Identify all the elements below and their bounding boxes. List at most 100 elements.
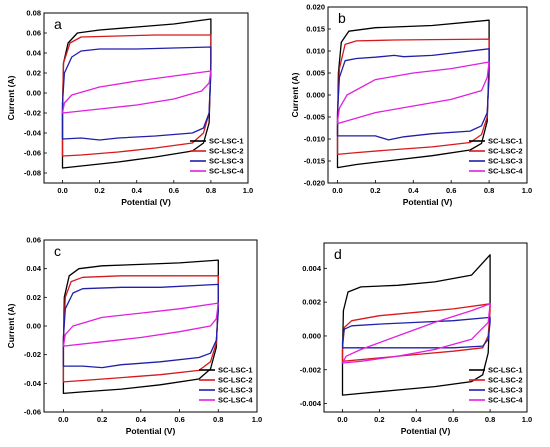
x-tick-label: 0.2 [97, 415, 107, 424]
x-tick-label: 0.8 [485, 415, 495, 424]
y-axis-title: Current (A) [6, 75, 16, 120]
y-tick-label: -0.015 [304, 157, 325, 166]
x-tick-label: 0.6 [169, 186, 179, 195]
y-tick-label: -0.02 [24, 109, 41, 118]
x-tick-label: 0.6 [174, 415, 184, 424]
panel-label: d [334, 246, 342, 262]
legend-label: SC-LSC-4 [488, 396, 523, 405]
x-tick-label: 0.8 [213, 415, 223, 424]
x-tick-label: 1.0 [522, 415, 532, 424]
x-axis-title: Potential (V) [121, 197, 171, 207]
y-tick-label: 0.005 [306, 69, 325, 78]
series-curve-sc-lsc-4 [62, 302, 219, 347]
y-tick-label: 0.02 [26, 293, 41, 302]
plot-frame [43, 12, 249, 184]
x-tick-label: 1.0 [243, 186, 253, 195]
x-tick-label: 0.0 [337, 415, 347, 424]
y-tick-label: -0.010 [304, 135, 325, 144]
y-tick-label: -0.06 [24, 149, 41, 158]
x-tick-label: 0.6 [446, 186, 456, 195]
chart-panel-c: 0.0 0.2 0.4 0.6 0.8 1.0 0.06 0.04 0.02 0.00 -0.02 -… [6, 236, 262, 437]
legend-label: SC-LSC-2 [209, 147, 244, 156]
legend-label: SC-LSC-4 [209, 167, 244, 176]
series-curve-sc-lsc-4 [336, 61, 490, 125]
chart-panel-a: 0.0 0.2 0.4 0.6 0.8 1.0 0.08 0.06 0.04 0.02 0.00 -0… [6, 9, 253, 208]
x-tick-label: 0.8 [484, 186, 494, 195]
y-tick-label: -0.004 [300, 399, 322, 408]
y-tick-label: 0.06 [26, 236, 41, 245]
legend-label: SC-LSC-1 [209, 137, 244, 146]
y-tick-label: 0.020 [306, 3, 325, 12]
x-tick-label: 1.0 [252, 415, 262, 424]
x-axis-title: Potential (V) [126, 426, 176, 436]
y-tick-label: 0.00 [26, 89, 41, 98]
x-tick-label: 0.6 [448, 415, 458, 424]
x-tick-label: 0.4 [132, 186, 143, 195]
y-tick-label: -0.02 [24, 350, 41, 359]
x-tick-label: 0.0 [332, 186, 342, 195]
x-tick-label: 0.4 [136, 415, 147, 424]
legend-label: SC-LSC-2 [218, 376, 253, 385]
series-curve-sc-lsc-3 [61, 46, 212, 141]
y-tick-label: 0.000 [302, 331, 321, 340]
legend-label: SC-LSC-3 [209, 157, 244, 166]
series-curve-sc-lsc-1 [336, 19, 490, 169]
legend-label: SC-LSC-4 [488, 167, 523, 176]
series-curve-sc-lsc-3 [62, 283, 219, 369]
x-tick-label: 1.0 [522, 186, 532, 195]
y-axis-title: Current (A) [6, 303, 16, 348]
x-tick-label: 0.2 [370, 186, 380, 195]
y-tick-label: -0.08 [24, 169, 41, 178]
y-tick-label: -0.002 [300, 365, 321, 374]
series-curve-sc-lsc-1 [61, 18, 212, 169]
panel-label: b [338, 10, 346, 26]
x-tick-label: 0.4 [411, 415, 422, 424]
x-tick-label: 0.2 [94, 186, 104, 195]
series-curve-sc-lsc-1 [341, 254, 491, 396]
x-axis-title: Potential (V) [401, 426, 451, 436]
panel-label: a [54, 16, 62, 32]
x-tick-label: 0.0 [57, 186, 67, 195]
series-curve-sc-lsc-3 [336, 48, 490, 141]
legend-label: SC-LSC-2 [488, 147, 523, 156]
legend-label: SC-LSC-1 [488, 137, 523, 146]
y-axis-title: Current (A) [290, 72, 300, 117]
y-tick-label: 0.04 [26, 49, 41, 58]
x-tick-label: 0.8 [206, 186, 216, 195]
series-curve-sc-lsc-4 [61, 70, 212, 114]
x-tick-label: 0.4 [408, 186, 419, 195]
y-tick-label: 0.08 [26, 9, 41, 18]
y-tick-label: 0.002 [302, 298, 321, 307]
y-tick-label: -0.005 [304, 113, 325, 122]
chart-panel-d: 0.0 0.2 0.4 0.6 0.8 1.0 0.004 0.002 0.000 -0.002 -… [300, 242, 532, 436]
y-tick-label: -0.04 [24, 379, 42, 388]
legend-label: SC-LSC-4 [218, 396, 253, 405]
series-curve-sc-lsc-1 [62, 259, 219, 395]
y-tick-label: 0.004 [302, 264, 322, 273]
x-tick-label: 0.2 [374, 415, 384, 424]
y-tick-label: 0.04 [26, 264, 41, 273]
legend-label: SC-LSC-1 [488, 366, 523, 375]
legend-label: SC-LSC-3 [218, 386, 253, 395]
chart-panel-b: 0.0 0.2 0.4 0.6 0.8 1.0 0.020 0.015 0.010 0.005 0.… [290, 3, 532, 208]
y-tick-label: 0.00 [26, 322, 41, 331]
panel-label: c [54, 243, 61, 259]
series-curve-sc-lsc-3 [341, 316, 491, 349]
y-tick-label: -0.06 [24, 408, 41, 417]
y-tick-label: 0.02 [26, 69, 41, 78]
y-tick-label: -0.04 [24, 129, 42, 138]
legend-label: SC-LSC-1 [218, 366, 253, 375]
x-tick-label: 0.0 [58, 415, 68, 424]
legend-label: SC-LSC-3 [488, 386, 523, 395]
x-axis-title: Potential (V) [403, 197, 453, 207]
y-tick-label: 0.06 [26, 29, 41, 38]
plot-frame [323, 242, 528, 413]
series-curve-sc-lsc-4 [341, 303, 491, 364]
y-tick-label: 0.010 [306, 47, 325, 56]
y-tick-label: -0.020 [304, 179, 325, 188]
y-tick-label: 0.015 [306, 25, 325, 34]
legend-label: SC-LSC-3 [488, 157, 523, 166]
legend-label: SC-LSC-2 [488, 376, 523, 385]
y-tick-label: 0.000 [306, 91, 325, 100]
